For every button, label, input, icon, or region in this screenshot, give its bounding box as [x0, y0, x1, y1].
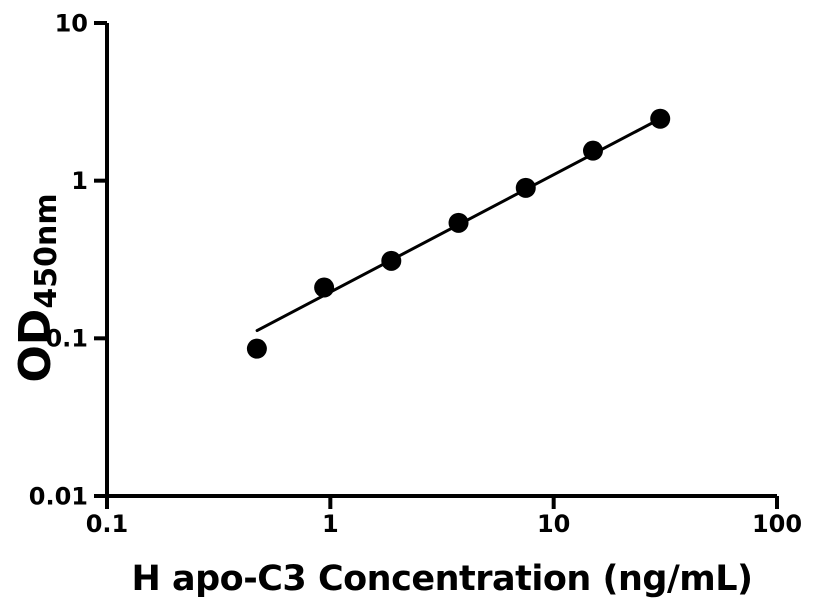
data-point — [448, 212, 469, 233]
y-axis-title: OD450nm — [10, 193, 64, 382]
y-tick-label: 0.1 — [45, 325, 88, 353]
y-axis-title-main: OD — [10, 309, 61, 383]
axis-ticks — [94, 21, 779, 509]
x-axis-title: H apo-C3 Concentration (ng/mL) — [132, 559, 753, 599]
data-point — [246, 338, 267, 359]
x-tick-label: 1 — [322, 510, 339, 538]
x-tick-label: 100 — [752, 510, 802, 538]
axis-spine — [105, 23, 777, 498]
axes — [105, 23, 777, 498]
data-point — [582, 140, 603, 161]
y-tick-label: 0.01 — [29, 482, 88, 510]
data-point — [381, 250, 402, 271]
x-tick-label: 10 — [537, 510, 570, 538]
y-tick-label: 1 — [71, 167, 88, 195]
data-point — [314, 277, 335, 298]
y-tick-label: 10 — [55, 9, 88, 37]
data-point — [650, 108, 671, 129]
y-axis-title-subscript: 450nm — [29, 193, 64, 308]
data-point — [515, 177, 536, 198]
plot-area — [246, 108, 671, 359]
x-tick-label: 0.1 — [86, 510, 129, 538]
